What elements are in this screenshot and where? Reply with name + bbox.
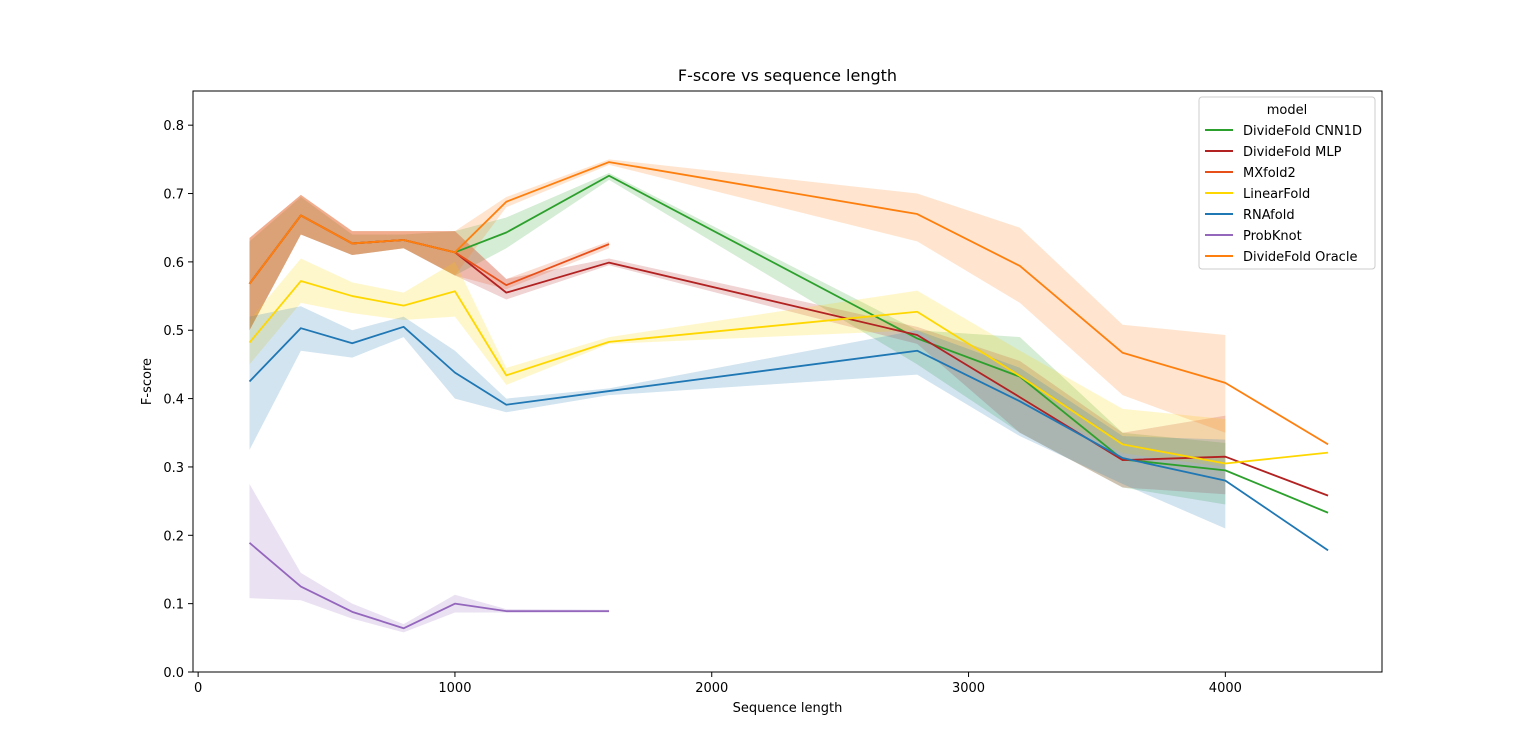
legend: model DivideFold CNN1D DivideFold MLP MXfo… xyxy=(1198,96,1376,270)
legend-label-probknot: ProbKnot xyxy=(1243,229,1302,244)
legend-label-mxfold2: MXfold2 xyxy=(1243,166,1296,181)
y-tick-label: 0.8 xyxy=(163,119,184,134)
y-tick-label: 0.7 xyxy=(163,188,184,203)
y-tick-label: 0.6 xyxy=(163,256,184,271)
chart-title: F-score vs sequence length xyxy=(678,66,897,85)
band-dividefold-cnn1d xyxy=(249,173,1226,505)
band-mxfold2 xyxy=(249,194,610,331)
line-probknot xyxy=(248,542,610,630)
x-tick-label: 4000 xyxy=(1209,681,1242,696)
legend-label-dividefold-oracle: DivideFold Oracle xyxy=(1243,250,1357,265)
y-tick-label: 0.3 xyxy=(163,461,184,476)
legend-label-dividefold-mlp: DivideFold MLP xyxy=(1243,145,1342,160)
line-dividefold-oracle xyxy=(248,161,1329,446)
x-tick-label: 1000 xyxy=(438,681,471,696)
x-tick-label: 2000 xyxy=(695,681,728,696)
x-axis-ticks: 0 1000 2000 3000 4000 xyxy=(194,672,1242,696)
y-tick-label: 0.4 xyxy=(163,393,184,408)
legend-box xyxy=(1198,96,1376,270)
y-tick-label: 0.5 xyxy=(163,324,184,339)
line-rnafold xyxy=(248,325,1329,552)
legend-items: DivideFold CNN1D DivideFold MLP MXfold2 Lin… xyxy=(1205,124,1362,265)
plot-area-frame xyxy=(192,90,1383,673)
series-lines xyxy=(248,161,1329,630)
y-axis-ticks: 0.0 0.1 0.2 0.3 0.4 0.5 0.6 0.7 0.8 xyxy=(163,119,193,681)
confidence-bands xyxy=(249,159,1226,633)
y-tick-label: 0.1 xyxy=(163,598,184,613)
line-linearfold xyxy=(248,280,1329,465)
x-tick-label: 0 xyxy=(194,681,202,696)
x-tick-label: 3000 xyxy=(952,681,985,696)
band-probknot xyxy=(249,484,610,633)
legend-title: model xyxy=(1267,103,1307,118)
y-axis-label: F-score xyxy=(140,358,155,405)
x-axis-label: Sequence length xyxy=(733,701,843,716)
legend-label-rnafold: RNAfold xyxy=(1243,208,1295,223)
legend-label-linearfold: LinearFold xyxy=(1243,187,1310,202)
band-dividefold-mlp xyxy=(249,194,1226,495)
y-tick-label: 0.0 xyxy=(163,666,184,681)
y-tick-label: 0.2 xyxy=(163,529,184,544)
legend-label-dividefold-cnn1d: DivideFold CNN1D xyxy=(1243,124,1362,139)
band-dividefold-oracle xyxy=(249,159,1226,433)
